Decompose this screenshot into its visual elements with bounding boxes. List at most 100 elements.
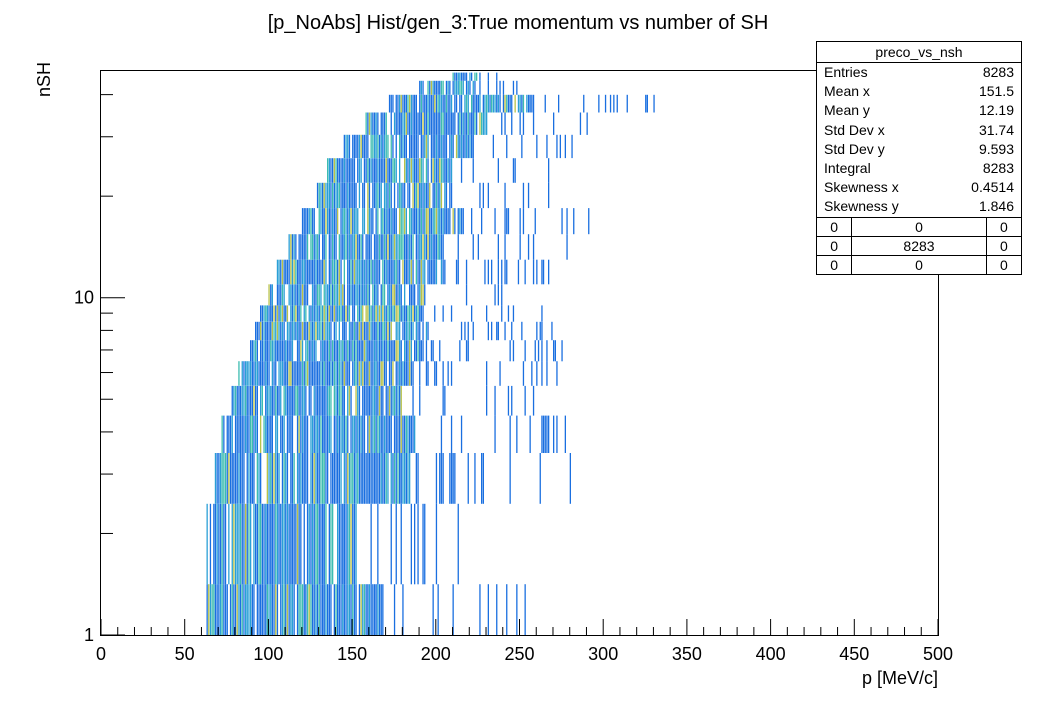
heatmap-bin [422, 321, 424, 341]
heatmap-bin [427, 134, 429, 159]
heatmap-bin [358, 584, 361, 635]
overflow-cell: 0 [851, 216, 987, 237]
heatmap-bin [372, 340, 374, 362]
heatmap-bin [407, 305, 409, 322]
heatmap-bin [233, 503, 235, 585]
heatmap-bin [291, 259, 294, 285]
heatmap-bin [310, 340, 312, 362]
heatmap-bin [501, 112, 503, 135]
heatmap-bin [357, 385, 359, 416]
heatmap-bin [412, 259, 414, 285]
heatmap-bin [420, 340, 422, 362]
heatmap-bin [419, 158, 421, 183]
heatmap-bin [494, 94, 496, 113]
heatmap-bin [387, 182, 389, 209]
heatmap-bin [305, 305, 307, 322]
heatmap-bin [265, 385, 267, 416]
heatmap-bin [372, 284, 374, 306]
heatmap-bin [471, 94, 473, 113]
heatmap-bin [497, 234, 499, 260]
heatmap-bin [378, 259, 381, 285]
heatmap-bin [405, 234, 407, 260]
heatmap-bin [298, 361, 300, 386]
heatmap-bin [295, 361, 297, 386]
heatmap-bin [522, 112, 525, 135]
heatmap-bin [442, 112, 444, 135]
heatmap-bin [419, 340, 421, 362]
heatmap-bin [288, 340, 290, 362]
heatmap-bin [556, 361, 558, 386]
stats-value: 12.19 [978, 102, 1014, 119]
heatmap-bin [434, 208, 436, 235]
heatmap-bin [402, 259, 404, 285]
heatmap-bin [322, 321, 324, 341]
heatmap-bin [347, 284, 349, 306]
heatmap-bin [338, 259, 340, 285]
heatmap-bin [343, 503, 345, 585]
heatmap-bin [290, 284, 292, 306]
heatmap-bin [402, 321, 404, 341]
heatmap-bin [308, 584, 310, 635]
stats-rows: Entries 8283 Mean x 151.5 Mean y 12.19 Std Dev… [817, 63, 1021, 217]
heatmap-bin [323, 208, 325, 235]
heatmap-bin [209, 503, 212, 585]
heatmap-bin [353, 234, 356, 260]
overflow-cell: 0 [985, 216, 1021, 237]
heatmap-bin [335, 234, 337, 260]
heatmap-bin [432, 80, 434, 95]
heatmap-bin [519, 94, 521, 113]
heatmap-bin [323, 340, 325, 362]
heatmap-bin [422, 208, 424, 235]
heatmap-bin [248, 503, 250, 585]
heatmap-bin [355, 385, 357, 416]
heatmap-bin [437, 80, 439, 95]
heatmap-bin [504, 182, 506, 209]
heatmap-bin [469, 72, 471, 81]
heatmap-bin [275, 584, 277, 635]
heatmap-bin [281, 453, 284, 504]
heatmap-bin [454, 453, 456, 504]
heatmap-bin [424, 259, 426, 285]
heatmap-bin [275, 385, 277, 416]
heatmap-bin [253, 361, 255, 386]
heatmap-bin [467, 453, 469, 504]
heatmap-bin [405, 340, 407, 362]
heatmap-bin [419, 321, 421, 341]
heatmap-bin [251, 385, 253, 416]
heatmap-bin [353, 415, 356, 453]
heatmap-bin [233, 385, 235, 416]
heatmap-bin [494, 284, 496, 306]
heatmap-bin [223, 503, 225, 585]
heatmap-bin [400, 305, 402, 322]
heatmap-bin [355, 182, 357, 209]
heatmap-bin [337, 208, 339, 235]
heatmap-bin [363, 182, 366, 209]
heatmap-bin [270, 385, 272, 416]
heatmap-bin [328, 284, 330, 306]
heatmap-bin [497, 158, 499, 183]
heatmap-bin [245, 503, 247, 585]
heatmap-bin [390, 361, 392, 386]
heatmap-bin [402, 415, 404, 453]
heatmap-bin [228, 415, 230, 453]
heatmap-bin [474, 112, 476, 135]
heatmap-bin [419, 80, 421, 95]
heatmap-bin [265, 503, 267, 585]
heatmap-bin [246, 385, 248, 416]
heatmap-bin [465, 80, 468, 95]
heatmap-bin [382, 208, 384, 235]
heatmap-bin [211, 584, 213, 635]
heatmap-bin [454, 80, 456, 95]
heatmap-bin [323, 503, 325, 585]
heatmap-bin [327, 321, 329, 341]
heatmap-bin [404, 361, 406, 386]
heatmap-bin [276, 503, 279, 585]
heatmap-bin [373, 284, 376, 306]
heatmap-bin [400, 234, 402, 260]
heatmap-bin [370, 415, 372, 453]
heatmap-bin [460, 72, 463, 81]
heatmap-bin [343, 361, 345, 386]
heatmap-bin [372, 305, 374, 322]
heatmap-bin [308, 361, 310, 386]
heatmap-bin [278, 259, 280, 285]
